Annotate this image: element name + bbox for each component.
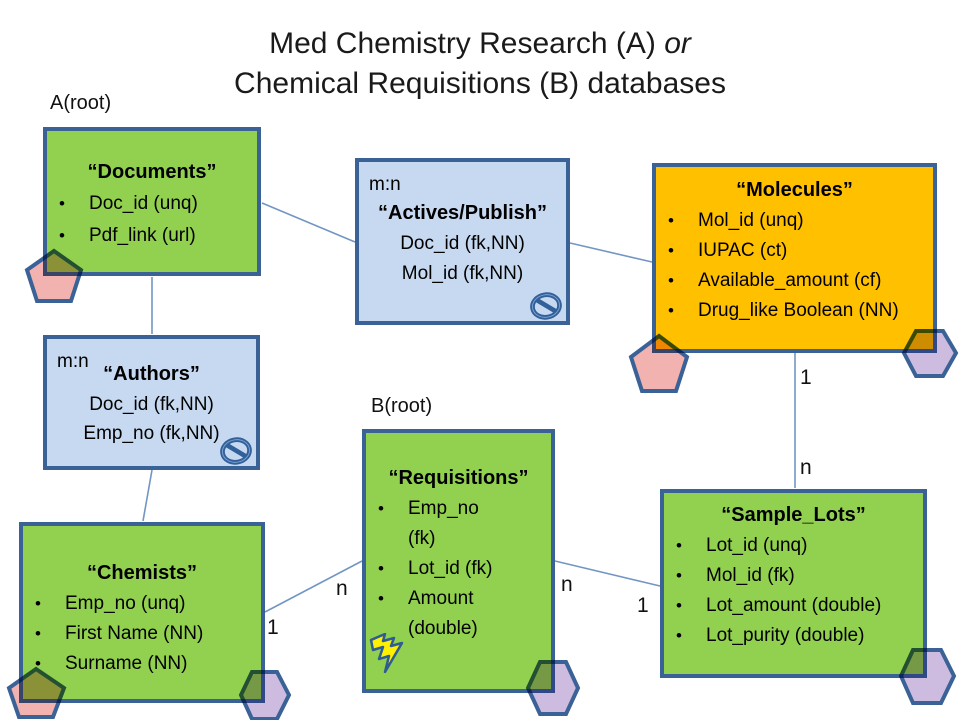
bullet-icon: • xyxy=(676,566,682,585)
attribute-row: • Lot_id (fk) xyxy=(366,554,551,584)
bullet-icon: • xyxy=(59,194,65,213)
label-a-root: A(root) xyxy=(50,92,112,114)
attribute-text: First Name (NN) xyxy=(65,623,204,644)
attribute-row: • Available_amount (cf) xyxy=(656,266,933,296)
attribute-row: • Emp_no (unq) xyxy=(23,589,261,619)
entity-sample-lots: “Sample_Lots” • Lot_id (unq) • Mol_id (fk)… xyxy=(660,489,927,678)
bullet-icon: • xyxy=(35,594,41,613)
relation-cardinality-label: m:n xyxy=(57,351,89,372)
cardinality-requisitions-n-right: n xyxy=(561,573,573,596)
cardinality-sample-lots-n: n xyxy=(800,456,812,479)
attribute-text: Lot_id (fk) xyxy=(408,558,493,579)
attribute-text: Lot_id (unq) xyxy=(706,535,808,556)
connector-authors-chemists xyxy=(142,469,153,522)
bullet-icon: • xyxy=(676,596,682,615)
label-b-root: B(root) xyxy=(371,395,433,417)
attribute-row: Doc_id (fk,NN) xyxy=(359,229,566,259)
page-title: Med Chemistry Research (A) or Chemical R… xyxy=(0,24,960,104)
entity-title: “Documents” xyxy=(87,161,217,183)
entity-molecules: “Molecules” • Mol_id (unq) • IUPAC (ct) • A… xyxy=(652,163,937,353)
attribute-row: • Mol_id (unq) xyxy=(656,206,933,236)
attribute-text: Mol_id (unq) xyxy=(698,210,804,231)
attribute-row: Emp_no (fk,NN) xyxy=(47,419,256,448)
attribute-row: • First Name (NN) xyxy=(23,619,261,649)
attribute-text: Emp_no (fk) xyxy=(408,498,479,549)
attribute-text: Doc_id (unq) xyxy=(89,193,198,214)
no-entry-icon xyxy=(530,292,562,320)
entity-actives-publish: m:n “Actives/Publish” Doc_id (fk,NN) Mol… xyxy=(355,158,570,325)
attribute-text: Mol_id (fk,NN) xyxy=(401,263,524,284)
cardinality-molecules-1: 1 xyxy=(800,366,812,389)
attribute-row: • IUPAC (ct) xyxy=(656,236,933,266)
bullet-icon: • xyxy=(668,241,674,260)
attribute-text: Lot_amount (double) xyxy=(706,595,882,616)
entity-title: “Sample_Lots” xyxy=(721,504,866,526)
attribute-row: • Doc_id (unq) xyxy=(47,188,257,220)
attribute-text: Amount (double) xyxy=(408,588,478,639)
attribute-row: Doc_id (fk,NN) xyxy=(47,390,256,419)
relation-cardinality-label: m:n xyxy=(369,174,401,195)
bullet-icon: • xyxy=(59,226,65,245)
entity-chemists: “Chemists” • Emp_no (unq) • First Name (NN… xyxy=(19,522,265,703)
lightning-bolt-icon xyxy=(369,633,404,673)
bullet-icon: • xyxy=(378,589,384,608)
attribute-text: Surname (NN) xyxy=(65,653,188,674)
connector-documents-actives xyxy=(261,202,356,243)
entity-title: “Molecules” xyxy=(736,179,853,201)
attribute-row: • Mol_id (fk) xyxy=(664,561,923,591)
cardinality-sample-lots-1: 1 xyxy=(637,594,649,617)
title-line-2: Chemical Requisitions (B) databases xyxy=(234,67,726,100)
attribute-row: • Drug_like Boolean (NN) xyxy=(656,296,933,326)
attribute-row: • Pdf_link (url) xyxy=(47,220,257,252)
attribute-text: IUPAC (ct) xyxy=(698,240,788,261)
attribute-text: Mol_id (fk) xyxy=(706,565,795,586)
bullet-icon: • xyxy=(668,271,674,290)
attribute-row: • Lot_amount (double) xyxy=(664,591,923,621)
entity-title: “Requisitions” xyxy=(388,467,529,489)
cardinality-chemists-1: 1 xyxy=(267,616,279,639)
bullet-icon: • xyxy=(378,559,384,578)
entity-documents: “Documents” • Doc_id (unq) • Pdf_link (url… xyxy=(43,127,261,276)
attribute-row: • Lot_id (unq) xyxy=(664,531,923,561)
bullet-icon: • xyxy=(676,626,682,645)
entity-title: “Chemists” xyxy=(86,562,198,584)
bullet-icon: • xyxy=(668,301,674,320)
bullet-icon: • xyxy=(668,211,674,230)
bullet-icon: • xyxy=(35,654,41,673)
bullet-icon: • xyxy=(676,536,682,555)
connector-actives-molecules xyxy=(569,242,653,263)
attribute-row: • Emp_no (fk) xyxy=(366,494,551,554)
no-entry-icon xyxy=(220,437,252,465)
cardinality-requisitions-n-left: n xyxy=(336,577,348,600)
attribute-text: Pdf_link (url) xyxy=(89,225,196,246)
bullet-icon: • xyxy=(35,624,41,643)
attribute-row: • Surname (NN) xyxy=(23,649,261,679)
attribute-text: Lot_purity (double) xyxy=(706,625,865,646)
attribute-row: • Amount (double) xyxy=(366,584,551,644)
title-line-1: Med Chemistry Research (A) or xyxy=(269,27,691,60)
entity-requisitions: “Requisitions” • Emp_no (fk) • Lot_id (fk)… xyxy=(362,429,555,693)
attribute-text: Available_amount (cf) xyxy=(698,270,882,291)
entity-authors: m:n “Authors” Doc_id (fk,NN) Emp_no (fk,… xyxy=(43,335,260,470)
entity-title: “Actives/Publish” xyxy=(378,202,547,224)
attribute-text: Drug_like Boolean (NN) xyxy=(698,300,899,321)
attribute-text: Emp_no (fk,NN) xyxy=(83,423,220,444)
bullet-icon: • xyxy=(378,499,384,518)
attribute-text: Doc_id (fk,NN) xyxy=(89,394,214,415)
entity-title: “Authors” xyxy=(103,363,200,385)
attribute-row: Mol_id (fk,NN) xyxy=(359,259,566,289)
attribute-text: Doc_id (fk,NN) xyxy=(400,233,525,254)
attribute-text: Emp_no (unq) xyxy=(65,593,186,614)
attribute-row: • Lot_purity (double) xyxy=(664,621,923,651)
